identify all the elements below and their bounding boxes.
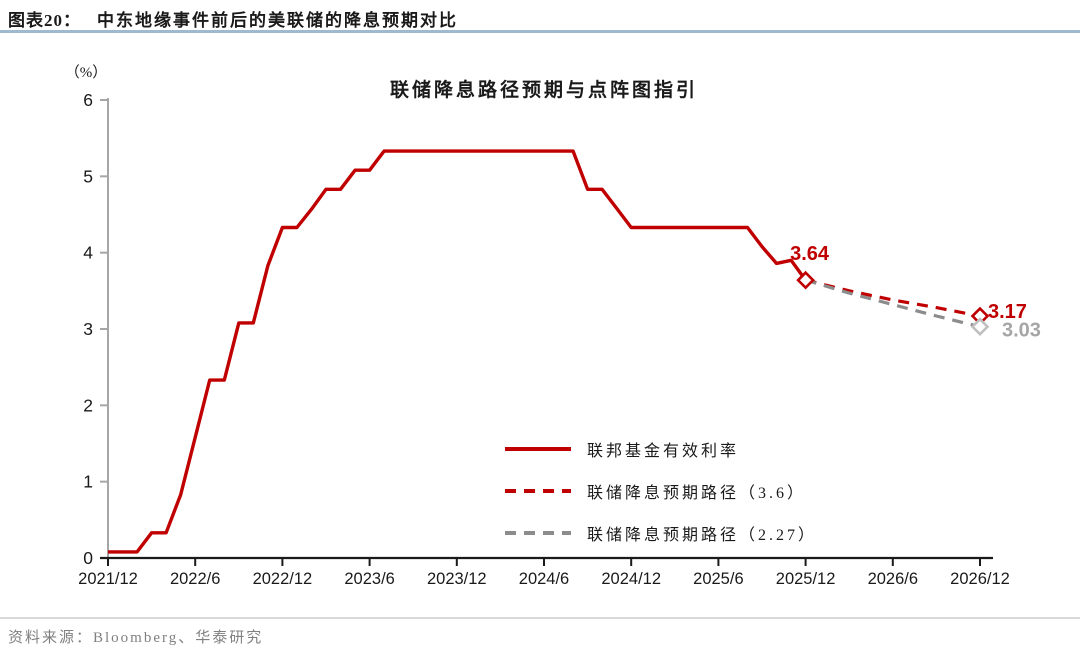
source-note: 资料来源：Bloomberg、华泰研究 <box>8 630 264 646</box>
figure-title: 中东地缘事件前后的美联储的降息预期对比 <box>97 11 458 30</box>
x-tick-label: 2021/12 <box>78 570 138 588</box>
header-divider <box>0 30 1080 33</box>
footer-divider <box>0 617 1080 619</box>
figure-header: 图表20： 中东地缘事件前后的美联储的降息预期对比 <box>8 6 458 31</box>
legend-item-expected-path-36: 联储降息预期路径（3.6） <box>505 480 817 502</box>
value-label: 3.64 <box>790 243 830 265</box>
legend-solid-red-line-swatch <box>505 447 571 451</box>
x-tick-label: 2026/6 <box>868 570 918 588</box>
x-tick-label: 2023/6 <box>344 570 394 588</box>
series-dashed-line <box>805 278 981 329</box>
x-tick-label: 2024/6 <box>519 570 569 588</box>
axes: 0 1 2 3 4 5 6 2021/12 2022/6 2022/12 2023/6 2023/12… <box>78 90 1010 588</box>
y-tick-label: 4 <box>83 243 93 263</box>
legend-item-label: 联储降息预期路径（2.27） <box>587 527 818 544</box>
y-tick-label: 1 <box>83 472 93 492</box>
data-point-diamond-marker <box>970 317 990 337</box>
y-tick-label: 3 <box>83 319 93 339</box>
chart-legend: 联邦基金有效利率 联储降息预期路径（3.6） 联储降息预期路径（2.27） <box>505 438 817 544</box>
legend-item-effective-rate: 联邦基金有效利率 <box>505 438 817 460</box>
legend-item-label: 联邦基金有效利率 <box>587 443 740 460</box>
y-tick-label: 2 <box>83 395 93 415</box>
y-axis-unit-label: （%） <box>64 65 108 81</box>
x-tick-label: 2026/12 <box>950 570 1010 588</box>
figure-number: 图表20： <box>8 11 81 30</box>
x-tick-label: 2022/6 <box>170 570 220 588</box>
x-tick-label: 2023/12 <box>427 570 487 588</box>
legend-item-expected-path-227: 联储降息预期路径（2.27） <box>505 522 817 544</box>
legend-item-label: 联储降息预期路径（3.6） <box>587 485 807 502</box>
chart-title: 联储降息路径预期与点阵图指引 <box>389 80 698 101</box>
legend-dashed-red-line-swatch <box>505 489 571 493</box>
x-tick-label: 2022/12 <box>253 570 313 588</box>
data-point-diamond-marker <box>796 270 815 290</box>
legend-dashed-gray-line-swatch <box>505 531 571 535</box>
value-label: 3.17 <box>988 301 1027 323</box>
series-dashed-line <box>805 278 981 318</box>
x-tick-label: 2025/12 <box>776 570 836 588</box>
series-solid-line <box>108 149 807 554</box>
value-label: 3.03 <box>1002 320 1041 342</box>
y-tick-label: 0 <box>83 548 93 568</box>
y-tick-label: 5 <box>83 166 93 186</box>
x-tick-label: 2024/12 <box>601 570 661 588</box>
x-tick-label: 2025/6 <box>693 570 743 588</box>
y-tick-label: 6 <box>83 90 93 110</box>
